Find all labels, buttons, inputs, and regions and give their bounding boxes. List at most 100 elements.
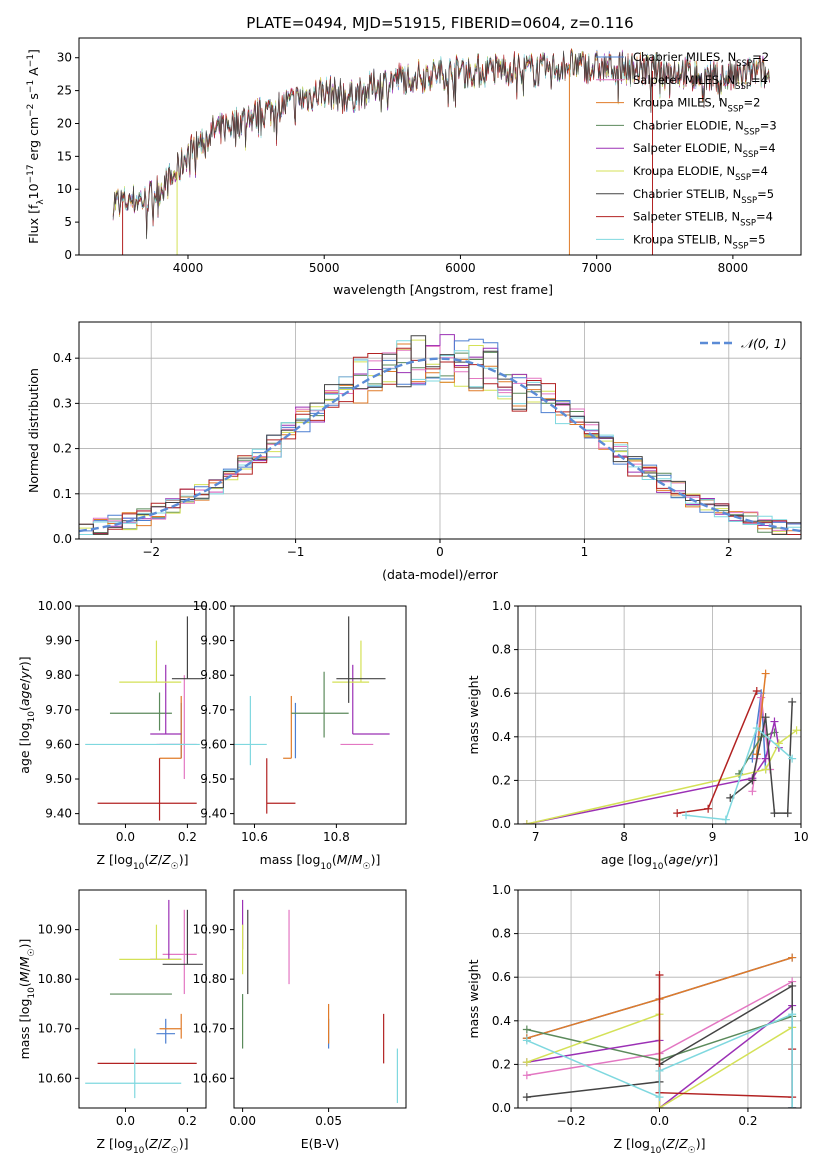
- y-tick-label: 10.60: [38, 1071, 72, 1085]
- x-tick-label: 0.2: [178, 830, 197, 844]
- y-tick-label: 9.70: [45, 703, 72, 717]
- chart-age-vs-mass: 10.6 10.8 9.40 9.50 9.60 9.70 9.80 9.90 10.00 mas…: [193, 599, 407, 872]
- chart-age-vs-Z: 0.0 0.2 9.40 9.50 9.60 9.70 9.80 9.90 10.00 Z [lo…: [17, 599, 207, 872]
- weight-marker: [761, 713, 770, 722]
- chart-mass-vs-EBV: 0.00 0.05 10.60 10.70 10.80 10.90 E(B-V): [193, 889, 407, 1151]
- y-tick-label: 9.90: [45, 634, 72, 648]
- plot-area-mass-vs-Z: [85, 899, 203, 1099]
- weight-marker: [748, 776, 757, 785]
- y-tick-label: 0.2: [492, 1057, 511, 1071]
- y-tick-label: 9.50: [200, 772, 227, 786]
- weight-marker: [522, 1058, 531, 1067]
- axes-frame: [78, 321, 802, 540]
- axes-frame: [233, 889, 407, 1109]
- y-tick-label: 10.90: [38, 923, 72, 937]
- x-axis-label: age [log10(age/yr)]: [601, 852, 718, 872]
- y-tick-label: 10.00: [193, 599, 227, 613]
- plot-area-age-vs-Z: [85, 616, 203, 821]
- axes-frame: [78, 605, 207, 825]
- x-tick-label: 2: [725, 545, 733, 559]
- plot-area-weight-vs-age: [522, 669, 801, 824]
- y-axis-label: Flux [fλ10−17 erg cm−2 s−1 A−1]: [26, 49, 46, 244]
- y-tick-label: 0: [64, 248, 72, 262]
- y-tick-label: 1.0: [492, 599, 511, 613]
- x-tick-label: 0.0: [650, 1114, 669, 1128]
- y-tick-label: 9.80: [200, 668, 227, 682]
- x-tick-label: 10.8: [323, 830, 350, 844]
- y-tick-label: 25: [57, 84, 72, 98]
- legend-entry: Chabrier MILES, NSSP=2: [633, 50, 769, 69]
- x-tick-label: 8000: [718, 261, 749, 275]
- x-tick-label: 5000: [309, 261, 340, 275]
- x-tick-label: −1: [287, 545, 305, 559]
- legend-entry: Kroupa MILES, NSSP=2: [633, 96, 760, 115]
- spectrum-line: [112, 49, 770, 240]
- plot-area-weight-vs-Z: [522, 953, 797, 1108]
- y-tick-label: 0.4: [492, 730, 511, 744]
- weight-marker: [788, 1104, 797, 1108]
- x-axis-label: (data-model)/error: [382, 567, 499, 582]
- y-tick-label: 9.60: [200, 737, 227, 751]
- weight-marker: [761, 669, 770, 678]
- axes-frame: [78, 889, 207, 1109]
- weight-marker: [761, 765, 770, 774]
- weight-marker: [673, 809, 682, 818]
- y-tick-label: 0.4: [492, 1014, 511, 1028]
- y-tick-label: 0.1: [53, 487, 72, 501]
- chart-spectrum: 4000 5000 6000 7000 8000 0 5 10 15 20 25 30 waveleng…: [26, 37, 802, 297]
- legend-entry: Chabrier STELIB, NSSP=5: [633, 187, 774, 206]
- y-tick-label: 9.40: [200, 807, 227, 821]
- figure-title: PLATE=0494, MJD=51915, FIBERID=0604, z=0…: [246, 14, 633, 32]
- weight-marker: [655, 971, 664, 980]
- weight-marker: [788, 754, 797, 763]
- weight-marker: [774, 739, 783, 748]
- y-tick-label: 0.3: [53, 396, 72, 410]
- axes-frame: [517, 889, 802, 1109]
- x-tick-label: 0.0: [116, 830, 135, 844]
- legend-entry: Kroupa ELODIE, NSSP=4: [633, 164, 768, 183]
- y-axis-label: mass weight: [466, 675, 481, 754]
- y-tick-label: 0.6: [492, 686, 511, 700]
- x-axis-label: Z [log10(Z/Z☉)]: [96, 852, 188, 872]
- y-tick-label: 10.90: [193, 923, 227, 937]
- weight-marker: [788, 953, 797, 962]
- weight-marker: [761, 754, 770, 763]
- axes-frame: [78, 37, 802, 256]
- weight-marker: [770, 809, 779, 818]
- y-tick-label: 0.8: [492, 927, 511, 941]
- x-tick-label: 1: [581, 545, 589, 559]
- y-tick-label: 5: [64, 215, 72, 229]
- x-axis-label: wavelength [Angstrom, rest frame]: [333, 282, 553, 297]
- y-axis-label: age [log10(age/yr)]: [17, 656, 37, 773]
- residual-histogram: [79, 335, 801, 535]
- axes-frame: [517, 605, 802, 825]
- y-axis-label: mass weight: [466, 959, 481, 1038]
- legend: Chabrier MILES, NSSP=2 Salpeter MILES, NS…: [596, 50, 777, 251]
- y-tick-label: 10.60: [193, 1071, 227, 1085]
- x-tick-label: 7000: [581, 261, 612, 275]
- weight-marker: [522, 820, 531, 824]
- y-tick-label: 0.4: [53, 351, 72, 365]
- weight-marker: [757, 693, 766, 702]
- x-tick-label: 6000: [445, 261, 476, 275]
- x-tick-label: 7: [532, 830, 540, 844]
- weight-marker: [770, 717, 779, 726]
- y-tick-label: 9.60: [45, 737, 72, 751]
- weight-marker: [522, 1036, 531, 1045]
- x-tick-label: 0.00: [229, 1114, 256, 1128]
- legend-entry: Salpeter MILES, NSSP=4: [633, 73, 768, 92]
- y-tick-label: 10.70: [38, 1022, 72, 1036]
- weight-marker: [783, 809, 792, 818]
- x-tick-label: 4000: [173, 261, 204, 275]
- weight-marker: [788, 1010, 797, 1019]
- y-tick-label: 1.0: [492, 883, 511, 897]
- legend-entry: Salpeter STELIB, NSSP=4: [633, 210, 773, 229]
- weight-marker: [748, 787, 757, 796]
- weight-marker: [752, 687, 761, 696]
- legend-entry: Kroupa STELIB, NSSP=5: [633, 232, 765, 251]
- x-tick-label: 10: [793, 830, 808, 844]
- x-tick-label: 8: [620, 830, 628, 844]
- y-tick-label: 9.70: [200, 703, 227, 717]
- x-tick-label: 9: [709, 830, 717, 844]
- x-axis-label: Z [log10(Z/Z☉)]: [613, 1136, 705, 1156]
